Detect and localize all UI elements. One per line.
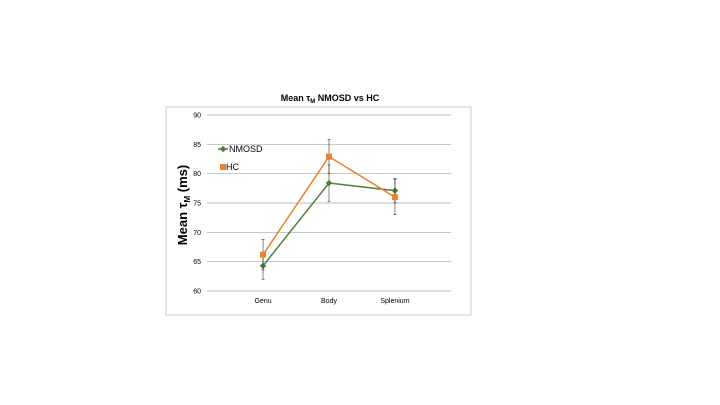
legend-entry-hc: HC	[220, 162, 239, 172]
y-tick-label: 75	[193, 201, 201, 208]
chart-title-subscript: M	[310, 99, 315, 105]
chart-title-rest: NMOSD vs HC	[315, 93, 380, 103]
y-tick-labels: 60 65 70 75 80 85 90	[193, 113, 201, 296]
data-point	[326, 153, 332, 160]
legend-entry-nmosd: NMOSD	[218, 144, 263, 154]
y-axis-label: Mean τM (ms)	[175, 165, 192, 245]
gridlines	[207, 114, 451, 292]
legend-label: HC	[226, 162, 239, 172]
y-axis-label-unit: (ms)	[175, 165, 190, 196]
legend: NMOSD HC	[218, 144, 263, 172]
data-point	[260, 251, 267, 258]
y-axis-label-main: Mean τ	[175, 202, 190, 245]
y-tick-label: 80	[193, 171, 201, 178]
x-tick-label: Genu	[254, 298, 271, 305]
y-tick-label: 65	[193, 259, 201, 266]
chart-frame	[165, 106, 472, 316]
legend-marker	[219, 145, 227, 153]
y-tick-label: 70	[193, 230, 201, 237]
chart-title: Mean τM NMOSD vs HC	[281, 93, 380, 105]
x-tick-label: Splenium	[380, 298, 409, 305]
x-tick-label: Body	[321, 298, 337, 305]
data-point	[391, 194, 398, 201]
series-hc	[260, 139, 398, 271]
y-axis-label-subscript: M	[183, 196, 192, 203]
series-nmosd	[259, 164, 399, 280]
y-tick-label: 85	[193, 142, 201, 149]
chart-title-main: Mean τ	[281, 93, 311, 103]
data-point	[325, 179, 333, 187]
y-tick-label: 60	[193, 289, 201, 296]
x-tick-labels: Genu Body Splenium	[254, 298, 409, 305]
legend-label: NMOSD	[229, 144, 263, 154]
legend-marker	[220, 164, 226, 170]
y-tick-label: 90	[193, 113, 201, 120]
series-layer	[259, 139, 399, 280]
